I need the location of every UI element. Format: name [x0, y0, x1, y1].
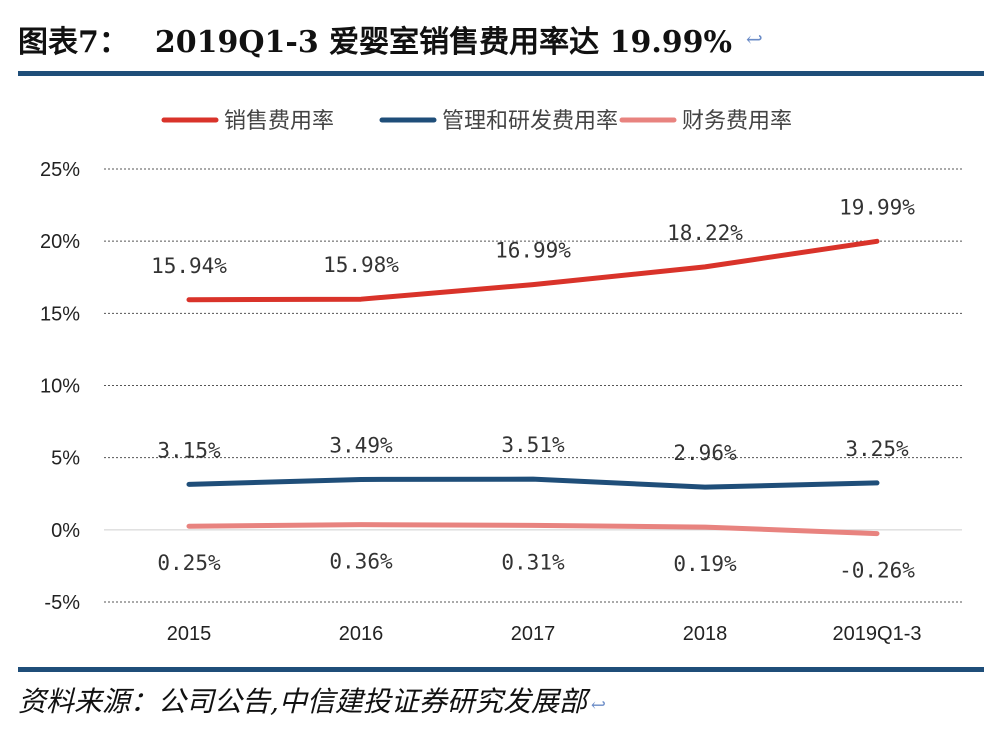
bottom-divider	[18, 667, 984, 672]
return-icon: ↩	[590, 695, 606, 716]
series-line-2	[186, 476, 880, 490]
data-label: 18.22%	[667, 221, 743, 245]
legend: 销售费用率 管理和研发费用率 财务费用率	[161, 109, 792, 134]
figure-title-text: 2019Q1-3 爱婴室销售费用率达 19.99%	[154, 25, 733, 60]
y-tick-label: 10%	[40, 376, 80, 398]
data-label: 0.25%	[157, 551, 221, 575]
data-label: 15.94%	[151, 254, 227, 278]
data-labels: 15.94% 15.98% 16.99% 18.22% 19.99% 3.15% 3.49%…	[151, 195, 915, 582]
figure-title: 图表7： 2019Q1-3 爱婴室销售费用率达 19.99% ↩	[18, 14, 763, 64]
data-label: 15.98%	[323, 253, 399, 277]
legend-label-3: 财务费用率	[682, 109, 792, 134]
y-tick-label: 25%	[40, 159, 80, 181]
figure-number: 图表7：	[18, 25, 129, 60]
data-label: -0.26%	[839, 559, 915, 583]
y-tick-label: 20%	[40, 231, 80, 253]
data-label: 16.99%	[495, 239, 571, 263]
source-text: 资料来源：公司公告,中信建投证券研究发展部	[18, 685, 587, 718]
x-axis-ticks: 2015 2016 2017 2018 2019Q1-3	[167, 623, 922, 645]
x-tick-label: 2015	[167, 623, 212, 645]
top-divider	[18, 71, 984, 76]
y-tick-label: 5%	[51, 448, 80, 470]
y-tick-label: -5%	[44, 592, 80, 614]
x-tick-label: 2016	[339, 623, 384, 645]
data-label: 19.99%	[839, 195, 915, 219]
source-note: 资料来源：公司公告,中信建投证券研究发展部 ↩	[18, 680, 606, 720]
legend-label-1: 销售费用率	[224, 109, 334, 134]
data-label: 3.49%	[329, 433, 393, 457]
grid-lines	[104, 168, 962, 603]
data-label: 0.19%	[673, 552, 737, 576]
data-label: 0.36%	[329, 550, 393, 574]
y-axis-ticks: -5% 0% 5% 10% 15% 20% 25%	[40, 159, 80, 614]
data-label: 0.31%	[501, 550, 565, 574]
legend-label-2: 管理和研发费用率	[442, 109, 618, 134]
x-tick-label: 2018	[683, 623, 728, 645]
x-tick-label: 2017	[511, 623, 556, 645]
series-line-1	[186, 238, 880, 303]
data-label: 2.96%	[673, 441, 737, 465]
series-lines	[186, 238, 880, 537]
line-chart: 销售费用率 管理和研发费用率 财务费用率 -5% 0% 5% 10% 15% 20% 25% 2…	[40, 109, 962, 645]
y-tick-label: 15%	[40, 303, 80, 325]
y-tick-label: 0%	[51, 520, 80, 542]
x-tick-label: 2019Q1-3	[833, 623, 922, 645]
data-label: 3.15%	[157, 438, 221, 462]
data-label: 3.25%	[845, 437, 909, 461]
data-label: 3.51%	[501, 433, 565, 457]
return-icon: ↩	[746, 27, 763, 51]
series-line-3	[186, 522, 880, 537]
